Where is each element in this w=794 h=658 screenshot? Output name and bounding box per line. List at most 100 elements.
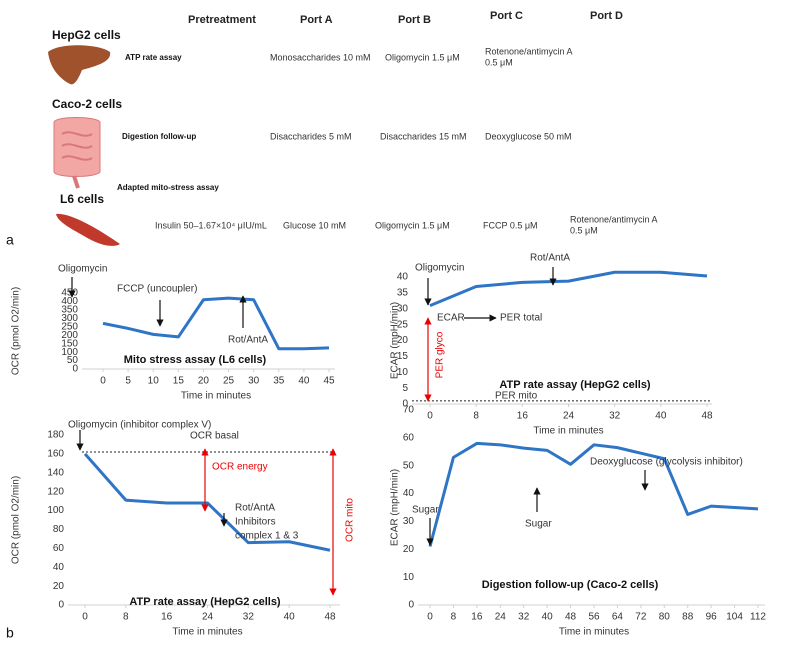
y-tick-label: 0 <box>72 364 78 375</box>
annotation: PER glyco <box>435 331 446 378</box>
x-tick-label: 32 <box>518 612 530 623</box>
entry: Glucose 10 mM <box>283 220 346 230</box>
x-tick-label: 48 <box>701 411 713 422</box>
annotation: PER total <box>500 313 542 324</box>
x-tick-label: 5 <box>125 376 131 387</box>
annotation: Rot/AntA <box>228 335 268 346</box>
entry: 0.5 μM <box>570 225 598 235</box>
chart-title: Mito stress assay (L6 cells) <box>124 354 267 366</box>
y-tick-label: 30 <box>397 303 409 314</box>
y-tick-label: 15 <box>397 351 409 362</box>
y-tick-label: 40 <box>397 272 409 283</box>
x-tick-label: 64 <box>612 612 624 623</box>
x-tick-label: 45 <box>323 376 335 387</box>
x-tick-label: 88 <box>682 612 694 623</box>
x-tick-label: 20 <box>198 376 210 387</box>
x-tick-label: 0 <box>427 411 433 422</box>
x-tick-label: 8 <box>123 612 129 623</box>
y-axis-title: OCR (pmol O2/min) <box>11 476 22 564</box>
panel-label: a <box>6 232 14 248</box>
y-tick-label: 25 <box>397 319 409 330</box>
x-tick-label: 80 <box>659 612 671 623</box>
y-tick-label: 30 <box>403 516 415 527</box>
y-tick-label: 10 <box>397 367 409 378</box>
x-tick-label: 56 <box>588 612 600 623</box>
x-tick-label: 112 <box>750 612 766 623</box>
y-tick-label: 5 <box>402 383 408 394</box>
x-tick-label: 16 <box>517 411 529 422</box>
y-tick-label: 350 <box>61 305 78 316</box>
y-axis-title: ECAR (mpH/min) <box>390 302 401 379</box>
annotation: Oligomycin <box>58 264 107 275</box>
x-tick-label: 40 <box>298 376 310 387</box>
assay: ATP rate assay <box>125 53 182 62</box>
header: Port C <box>490 10 523 22</box>
y-tick-label: 150 <box>61 338 78 349</box>
x-tick-label: 40 <box>284 612 296 623</box>
annotation: Rot/AntA <box>235 503 275 514</box>
y-tick-label: 180 <box>47 430 64 441</box>
y-tick-label: 60 <box>403 432 415 443</box>
entry: Disaccharides 15 mM <box>380 131 467 141</box>
x-tick-label: 40 <box>655 411 667 422</box>
x-tick-label: 40 <box>542 612 554 623</box>
y-tick-label: 100 <box>47 505 64 516</box>
entry: Oligomycin 1.5 μM <box>385 52 460 62</box>
annotation: Sugar <box>412 505 439 516</box>
entry: Rotenone/antimycin A <box>485 46 573 56</box>
x-tick-label: 24 <box>202 612 214 623</box>
y-tick-label: 20 <box>403 544 415 555</box>
panel-label: b <box>6 625 14 641</box>
x-tick-label: 16 <box>471 612 483 623</box>
x-axis-title: Time in minutes <box>181 391 251 402</box>
entry: Rotenone/antimycin A <box>570 214 658 224</box>
y-tick-label: 80 <box>53 524 65 535</box>
data-line <box>428 441 759 547</box>
annotation: Rot/AntA <box>530 253 570 264</box>
x-tick-label: 48 <box>324 612 336 623</box>
annotation: complex 1 & 3 <box>235 531 299 542</box>
cell-line: Caco-2 cells <box>52 97 122 111</box>
y-tick-label: 0 <box>402 399 408 410</box>
entry: Insulin 50–1.67×10⁴ μIU/mL <box>155 220 267 230</box>
annotation: FCCP (uncoupler) <box>117 284 197 295</box>
y-tick-label: 50 <box>67 355 79 366</box>
x-tick-label: 0 <box>100 376 106 387</box>
x-tick-label: 15 <box>173 376 185 387</box>
annotation: Oligomycin <box>415 263 464 274</box>
assay: Adapted mito-stress assay <box>117 183 219 192</box>
y-tick-label: 450 <box>61 288 78 299</box>
y-tick-label: 160 <box>47 449 64 460</box>
annotation: Sugar <box>525 519 552 530</box>
entry: Disaccharides 5 mM <box>270 131 352 141</box>
y-tick-label: 0 <box>58 600 64 611</box>
header: Port A <box>300 14 333 26</box>
x-tick-label: 35 <box>273 376 285 387</box>
panel-a: Pretreatment Port A Port B Port C Port D… <box>6 10 658 248</box>
y-tick-label: 300 <box>61 313 78 324</box>
x-tick-label: 32 <box>609 411 621 422</box>
chart-title: Digestion follow-up (Caco-2 cells) <box>482 579 659 591</box>
data-line <box>429 270 708 307</box>
x-tick-label: 104 <box>726 612 743 623</box>
muscle-icon <box>56 213 120 246</box>
x-tick-label: 16 <box>161 612 173 623</box>
y-tick-label: 140 <box>47 467 64 478</box>
y-tick-label: 70 <box>403 405 415 416</box>
header: Pretreatment <box>188 14 256 26</box>
x-axis-title: Time in minutes <box>172 627 242 638</box>
x-tick-label: 8 <box>451 612 457 623</box>
reference-label: PER mito <box>495 391 538 402</box>
entry: 0.5 μM <box>485 57 513 67</box>
y-tick-label: 40 <box>53 562 65 573</box>
x-tick-label: 96 <box>706 612 718 623</box>
annotation: OCR mito <box>345 498 356 542</box>
x-tick-label: 48 <box>565 612 577 623</box>
x-axis-title: Time in minutes <box>559 627 629 638</box>
header: Port D <box>590 10 623 22</box>
chart: 0 5 10 15 20 25 30 35 40 0 8 16 24 32 40 48 Time in minu… <box>390 253 713 437</box>
y-tick-label: 20 <box>53 581 65 592</box>
entry: Monosaccharides 10 mM <box>270 52 371 62</box>
